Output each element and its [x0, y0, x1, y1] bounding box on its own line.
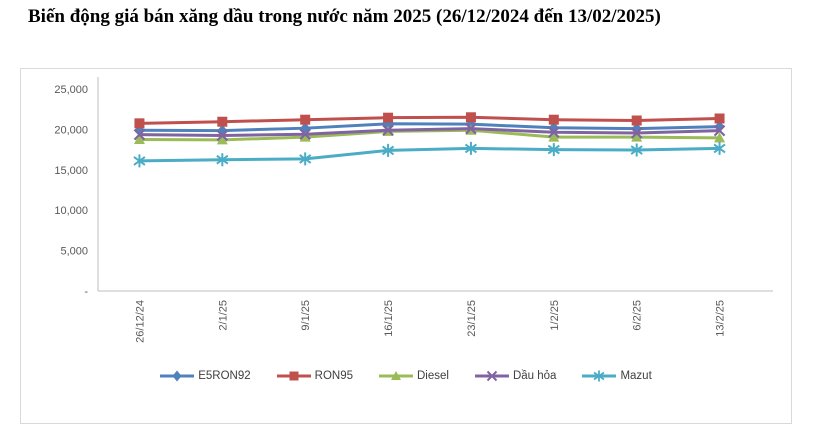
x-axis-tick-label: 6/2/25 — [632, 300, 644, 331]
y-axis-tick-label: 20,000 — [54, 124, 88, 136]
legend-item-ron95: RON95 — [276, 369, 353, 383]
legend-marker-triangle-icon — [379, 371, 413, 380]
legend-label: Dầu hỏa — [512, 370, 557, 382]
marker-square — [300, 114, 311, 125]
legend-label: RON95 — [314, 370, 353, 382]
series-line-dầu-hỏa — [137, 127, 722, 137]
x-axis-tick-label: 9/1/25 — [300, 300, 312, 331]
marker-x — [133, 128, 146, 141]
marker-triangle — [631, 131, 643, 142]
marker-asterisk — [216, 153, 229, 167]
marker-x — [299, 128, 311, 141]
fuel-price-chart-card: - 5,000 10,000 15,000 20,000 25,000 26/12/24 2/… — [20, 68, 792, 424]
marker-triangle — [216, 134, 228, 145]
legend-marker-x-icon — [474, 370, 509, 382]
marker-asterisk — [713, 141, 726, 155]
x-axis-tick-label: 23/1/25 — [466, 300, 478, 337]
page-title: Biến động giá bán xăng dầu trong nước nă… — [28, 6, 661, 27]
x-axis-tick-label: 16/1/25 — [383, 300, 395, 337]
marker-x — [630, 127, 643, 139]
fuel-price-chart: - 5,000 10,000 15,000 20,000 25,000 26/12/24 2/… — [54, 77, 773, 343]
marker-square — [631, 115, 642, 126]
legend-marker-asterisk-icon — [582, 370, 617, 382]
y-axis-tick-label: 5,000 — [60, 246, 88, 258]
marker-asterisk — [381, 143, 395, 157]
marker-asterisk — [547, 143, 560, 157]
marker-square — [714, 113, 725, 124]
marker-square — [548, 114, 559, 125]
marker-x — [382, 124, 394, 136]
marker-x — [548, 126, 560, 139]
legend-item-e5ron92: E5RON92 — [160, 369, 251, 383]
marker-triangle — [548, 131, 560, 142]
series-line-e5ron92 — [137, 122, 722, 133]
legend-marker-square-icon — [276, 371, 311, 381]
legend-marker-diamond-icon — [160, 370, 195, 382]
x-axis-tick-label: 13/2/25 — [715, 300, 727, 337]
marker-asterisk — [133, 154, 146, 168]
series-line-mazut — [137, 146, 722, 163]
marker-triangle — [299, 131, 311, 142]
legend-item-dầu-hỏa: Dầu hỏa — [474, 369, 557, 383]
legend-item-mazut: Mazut — [582, 369, 652, 383]
marker-asterisk — [630, 143, 643, 157]
legend-item-diesel: Diesel — [379, 369, 449, 383]
series-line-ron95 — [137, 115, 722, 125]
y-axis-tick-label: - — [84, 286, 88, 298]
marker-square — [217, 116, 228, 127]
legend-label: Mazut — [620, 370, 652, 382]
marker-square — [134, 118, 145, 129]
x-axis-tick-label: 26/12/24 — [134, 300, 146, 343]
chart-legend: E5RON92 RON95 Diesel Dầu hỏa Mazut — [21, 369, 791, 383]
x-axis-tick-label: 2/1/25 — [217, 300, 229, 331]
y-axis-tick-label: 15,000 — [54, 165, 88, 177]
marker-x — [216, 129, 229, 142]
y-axis-tick-label: 10,000 — [54, 205, 88, 217]
y-axis-tick-label: 25,000 — [54, 84, 88, 96]
marker-triangle — [714, 132, 726, 143]
marker-square — [383, 112, 394, 123]
marker-asterisk — [464, 141, 478, 155]
x-axis-tick-label: 1/2/25 — [549, 300, 561, 331]
marker-x — [465, 122, 477, 135]
marker-triangle — [133, 134, 145, 144]
marker-diamond — [300, 122, 311, 135]
marker-x — [713, 124, 726, 137]
marker-asterisk — [299, 152, 312, 166]
legend-label: E5RON92 — [198, 370, 251, 382]
legend-label: Diesel — [417, 370, 449, 382]
marker-square — [465, 112, 476, 123]
